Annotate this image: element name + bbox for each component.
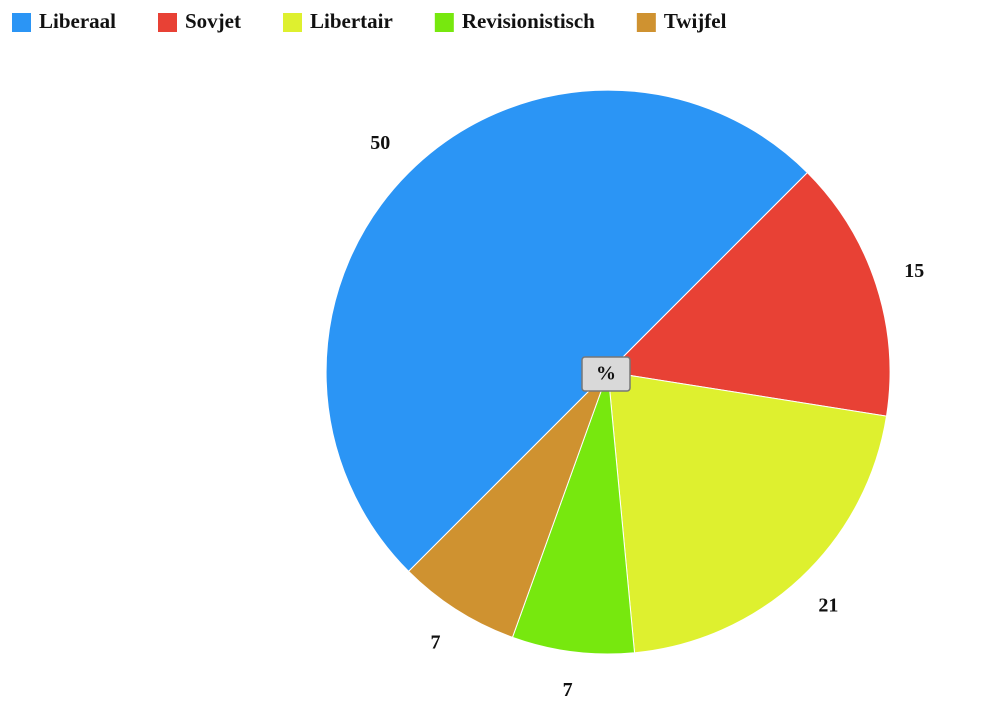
legend-label: Sovjet <box>185 9 241 33</box>
center-button-box[interactable] <box>581 356 631 392</box>
legend-label: Twijfel <box>664 9 727 33</box>
legend-swatch <box>636 13 656 32</box>
pie-slice <box>607 371 888 654</box>
legend-swatch <box>12 13 31 32</box>
legend-label: Revisionistisch <box>462 9 595 33</box>
legend-swatch <box>283 13 302 32</box>
legend-swatch <box>434 13 454 32</box>
slice-label: 21 <box>818 594 838 616</box>
slice-label: 7 <box>430 631 440 653</box>
slice-label: 7 <box>563 679 573 701</box>
legend-label: Liberaal <box>39 9 116 33</box>
pie-slice <box>606 171 891 417</box>
pie-slice <box>407 371 609 638</box>
center-button[interactable]: % <box>581 356 631 392</box>
legend-swatch <box>158 13 177 32</box>
center-label[interactable]: % <box>596 363 616 385</box>
pie: 50 15 21 7 7 <box>325 89 924 701</box>
slice-label: 15 <box>904 260 924 282</box>
pie-slice <box>325 89 809 573</box>
pie-slice <box>511 371 636 655</box>
legend-label: Libertair <box>310 9 393 33</box>
slice-label: 50 <box>370 132 390 154</box>
legend: Liberaal Sovjet Libertair Revisionistisch Tw… <box>12 9 727 33</box>
